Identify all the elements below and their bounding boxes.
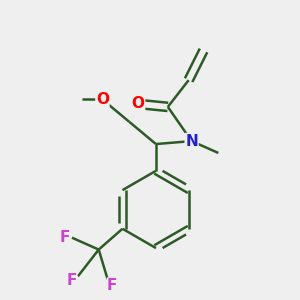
Text: O: O — [96, 92, 109, 107]
Text: F: F — [107, 278, 117, 293]
Text: F: F — [67, 273, 77, 288]
Text: F: F — [59, 230, 70, 245]
Text: O: O — [132, 96, 145, 111]
Text: N: N — [185, 134, 198, 148]
